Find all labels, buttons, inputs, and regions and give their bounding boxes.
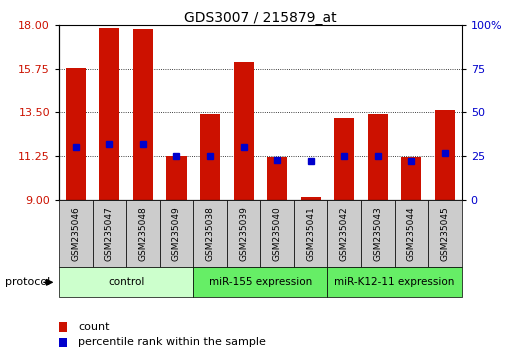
Text: miR-K12-11 expression: miR-K12-11 expression [334, 277, 455, 287]
Bar [66, 68, 86, 200]
Bar [294, 200, 327, 267]
Bar [267, 157, 287, 200]
Bar [92, 200, 126, 267]
Text: GSM235044: GSM235044 [407, 206, 416, 261]
Text: GSM235041: GSM235041 [306, 206, 315, 261]
Bar [334, 118, 354, 200]
Text: GSM235038: GSM235038 [206, 206, 214, 261]
Bar [227, 200, 260, 267]
Text: GSM235042: GSM235042 [340, 206, 349, 261]
Text: control: control [108, 277, 144, 287]
Text: GSM235040: GSM235040 [272, 206, 282, 261]
Text: GSM235049: GSM235049 [172, 206, 181, 261]
Text: percentile rank within the sample: percentile rank within the sample [78, 337, 266, 348]
Text: miR-155 expression: miR-155 expression [209, 277, 312, 287]
Bar [435, 110, 455, 200]
Bar [233, 62, 253, 200]
Bar [200, 114, 220, 200]
Bar [327, 267, 462, 297]
Bar [59, 200, 92, 267]
Text: GDS3007 / 215879_at: GDS3007 / 215879_at [184, 11, 337, 25]
Bar [361, 200, 394, 267]
Bar [368, 114, 388, 200]
Text: GSM235039: GSM235039 [239, 206, 248, 261]
Bar [166, 156, 187, 200]
Bar [160, 200, 193, 267]
Text: count: count [78, 322, 110, 332]
Text: GSM235046: GSM235046 [71, 206, 80, 261]
Bar [59, 322, 67, 332]
Text: protocol: protocol [5, 277, 50, 287]
Text: GSM235048: GSM235048 [139, 206, 147, 261]
Bar [99, 28, 120, 200]
Bar [401, 157, 421, 200]
Bar [260, 200, 294, 267]
Bar [394, 200, 428, 267]
Text: GSM235045: GSM235045 [441, 206, 449, 261]
Text: GSM235047: GSM235047 [105, 206, 114, 261]
Bar [193, 267, 327, 297]
Bar [59, 338, 67, 347]
Bar [59, 267, 193, 297]
Bar [327, 200, 361, 267]
Bar [301, 197, 321, 200]
Bar [193, 200, 227, 267]
Bar [133, 29, 153, 200]
Bar [428, 200, 462, 267]
Text: GSM235043: GSM235043 [373, 206, 382, 261]
Bar [126, 200, 160, 267]
